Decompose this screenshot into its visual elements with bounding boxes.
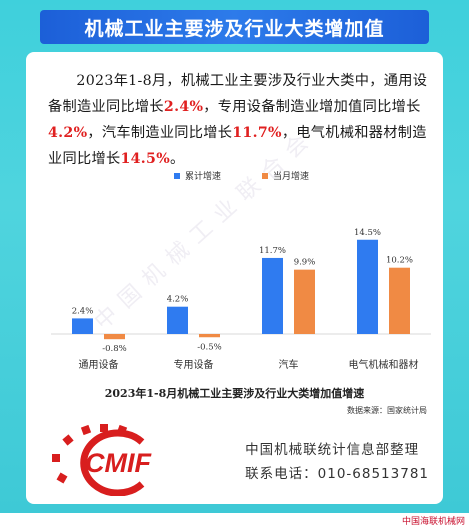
category-label: 电气机械和器材 [349,358,419,371]
data-label: 9.9% [294,258,316,268]
bar [104,334,125,340]
data-label: 2.4% [72,306,94,316]
highlight-value: 4.2% [48,125,88,141]
cmif-logo: CMIF [52,424,152,496]
org-phone: 联系电话：010-68513781 [245,466,429,482]
bar [262,257,283,334]
highlight-value: 14.5% [120,151,170,167]
category-label: 汽车 [279,358,299,371]
footer-watermark: 中国海联机械网 [401,517,465,527]
data-label: 11.7% [259,246,286,256]
legend-label: 当月增速 [273,170,309,182]
org-name: 中国机械联统计信息部整理 [245,442,420,458]
data-label: -0.5% [197,342,221,352]
summary-text: 。 [170,151,185,167]
data-label: 10.2% [386,256,413,266]
data-label: 14.5% [354,228,381,238]
bar-chart: 累计增速 当月增速 2.4% -0.8% 通用设备 4.2% -0.5% 专用设备 11.7% 9… [51,170,431,371]
legend-swatch [174,173,180,179]
content-card: 中国机械工业联合会 2023年1-8月，机械工业主要涉及行业大类中，通用设备制造… [26,52,443,504]
summary-paragraph: 2023年1-8月，机械工业主要涉及行业大类中，通用设备制造业同比增长2.4%，… [48,68,428,172]
data-label: -0.8% [102,344,126,354]
background-frame: 机械工业主要涉及行业大类增加值 中国机械工业联合会 2023年1-8月，机械工业… [0,0,469,513]
bar [167,306,188,334]
bar [72,318,93,334]
bar [199,334,220,338]
logo-text: CMIF [85,448,152,478]
data-label: 4.2% [167,295,189,305]
organization-info: 中国机械联统计信息部整理 联系电话：010-68513781 [245,438,429,486]
bar [294,269,315,334]
bar [389,267,410,334]
legend-label: 累计增速 [185,170,221,182]
category-label: 通用设备 [79,358,119,371]
data-source: 数据来源：国家统计局 [347,406,427,415]
page-title: 机械工业主要涉及行业大类增加值 [40,10,429,44]
bar [357,239,378,334]
category-label: 专用设备 [174,358,214,371]
chart-title: 2023年1-8月机械工业主要涉及行业大类增加值增速 [104,387,365,400]
highlight-value: 2.4% [163,99,204,115]
summary-text: ，电气机械和器材制造业同比增长 [48,125,427,167]
legend-swatch [262,173,268,179]
summary-text: ，专用设备制造业增加值同比增长 [203,99,421,115]
summary-text: ，汽车制造业同比增长 [87,125,233,141]
highlight-value: 11.7% [232,125,282,141]
summary-text: 2023年1-8月，机械工业主要涉及行业大类中，通用设备制造业同比增长 [48,73,428,115]
